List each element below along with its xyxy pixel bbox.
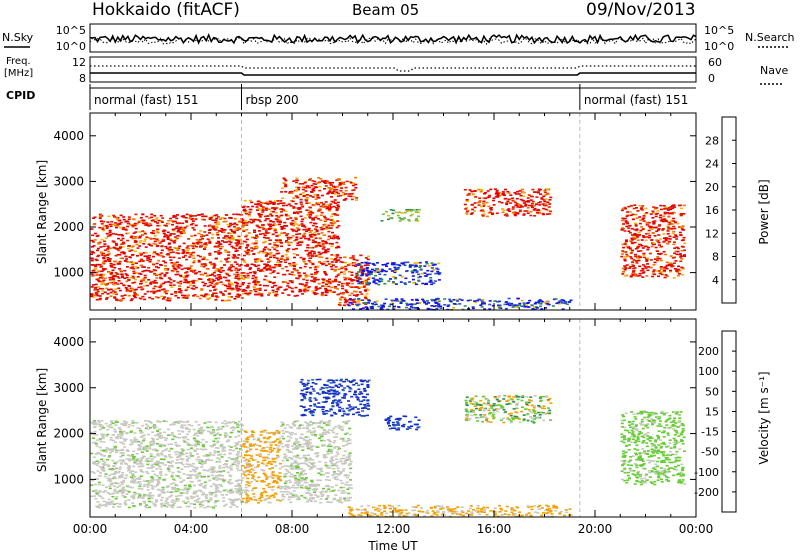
- power-colorbar: 4 8 12 16 20 24 28: [705, 117, 736, 303]
- colorbar-frame: [722, 331, 736, 512]
- nave-series: [90, 73, 696, 75]
- colorbar-tick-label: 28: [705, 134, 719, 147]
- y-tick-label: 3000: [53, 381, 84, 395]
- cpid-label: CPID: [6, 89, 35, 102]
- cpid-segment-label: normal (fast) 151: [584, 93, 688, 107]
- freq-tick-bottom: 8: [79, 72, 86, 85]
- xaxis-label: Time UT: [367, 539, 418, 553]
- nave-tick-top: 60: [708, 56, 722, 69]
- y-tick-label: 1000: [53, 472, 84, 486]
- x-tick-label: 00:00: [73, 522, 108, 536]
- velocity-panel: 1000 2000 3000 4000 00:00 04:00 08:00 12:00 16:0…: [53, 319, 713, 536]
- freq-label-line2: [MHz]: [4, 68, 33, 79]
- colorbar-tick-label: 20: [705, 181, 719, 194]
- colorbar-tick-label: -15: [701, 426, 719, 439]
- colorbar-tick-label: 4: [712, 274, 719, 287]
- power-plot-area: [90, 113, 696, 310]
- x-tick-label: 00:00: [679, 522, 714, 536]
- x-tick-label: 20:00: [578, 522, 613, 536]
- nsearch-label: N.Search: [745, 31, 795, 44]
- y-tick-label: 4000: [53, 335, 84, 349]
- y-tick-label: 2000: [53, 220, 84, 234]
- colorbar-tick-label: 12: [705, 227, 719, 240]
- frequency-series: [90, 66, 696, 71]
- freq-tick-top: 12: [72, 56, 86, 69]
- velocity-colorbar-label: Velocity [m s⁻¹]: [757, 371, 771, 464]
- y-tick-label: 2000: [53, 427, 84, 441]
- y-tick-label: 4000: [53, 129, 84, 143]
- velocity-plot-area: [90, 319, 696, 517]
- noise-tick-left-top: 10^5: [56, 24, 86, 37]
- cpid-segment-label: rbsp 200: [246, 93, 299, 107]
- colorbar-tick-label: 50: [705, 385, 719, 398]
- cpid-segment-label: normal (fast) 151: [94, 93, 198, 107]
- y-tick-label: 1000: [53, 266, 84, 280]
- nsky-series: [90, 35, 696, 43]
- noise-tick-left-bottom: 10^0: [56, 40, 86, 53]
- cpid-segments: normal (fast) 151 rbsp 200 normal (fast) 1…: [90, 84, 696, 110]
- noise-tick-right-bottom: 10^0: [704, 40, 734, 53]
- power-colorbar-label: Power [dB]: [757, 179, 771, 244]
- colorbar-tick-label: 24: [705, 158, 719, 171]
- noise-tick-right-top: 10^5: [704, 24, 734, 37]
- colorbar-tick-label: 200: [698, 345, 719, 358]
- nsky-label: N.Sky: [2, 31, 34, 44]
- colorbar-tick-label: 16: [705, 204, 719, 217]
- colorbar-tick-label: -100: [694, 466, 719, 479]
- nave-label: Nave: [760, 64, 788, 77]
- date-title: 09/Nov/2013: [586, 0, 696, 20]
- colorbar-tick-label: 15: [705, 405, 719, 418]
- freq-label-line1: Freq.: [6, 56, 31, 67]
- x-tick-label: 04:00: [174, 522, 209, 536]
- velocity-colorbar: 200 100 50 15 -15 -50 -100 -200: [694, 331, 736, 512]
- colorbar-tick-label: -200: [694, 486, 719, 499]
- beam-title: Beam 05: [352, 1, 419, 19]
- y-tick-label: 3000: [53, 174, 84, 188]
- colorbar-tick-label: 100: [698, 365, 719, 378]
- station-title: Hokkaido (fitACF): [92, 0, 240, 20]
- freq-panel: [90, 57, 696, 82]
- power-panel: 1000 2000 3000 4000: [53, 113, 696, 311]
- x-tick-label: 16:00: [477, 522, 512, 536]
- x-tick-label: 08:00: [275, 522, 310, 536]
- nave-tick-bottom: 0: [708, 72, 715, 85]
- power-ylabel: Slant Range [km]: [35, 160, 49, 264]
- velocity-ylabel: Slant Range [km]: [35, 368, 49, 472]
- x-tick-label: 12:00: [376, 522, 411, 536]
- colorbar-tick-label: -50: [701, 446, 719, 459]
- colorbar-tick-label: 8: [712, 251, 719, 264]
